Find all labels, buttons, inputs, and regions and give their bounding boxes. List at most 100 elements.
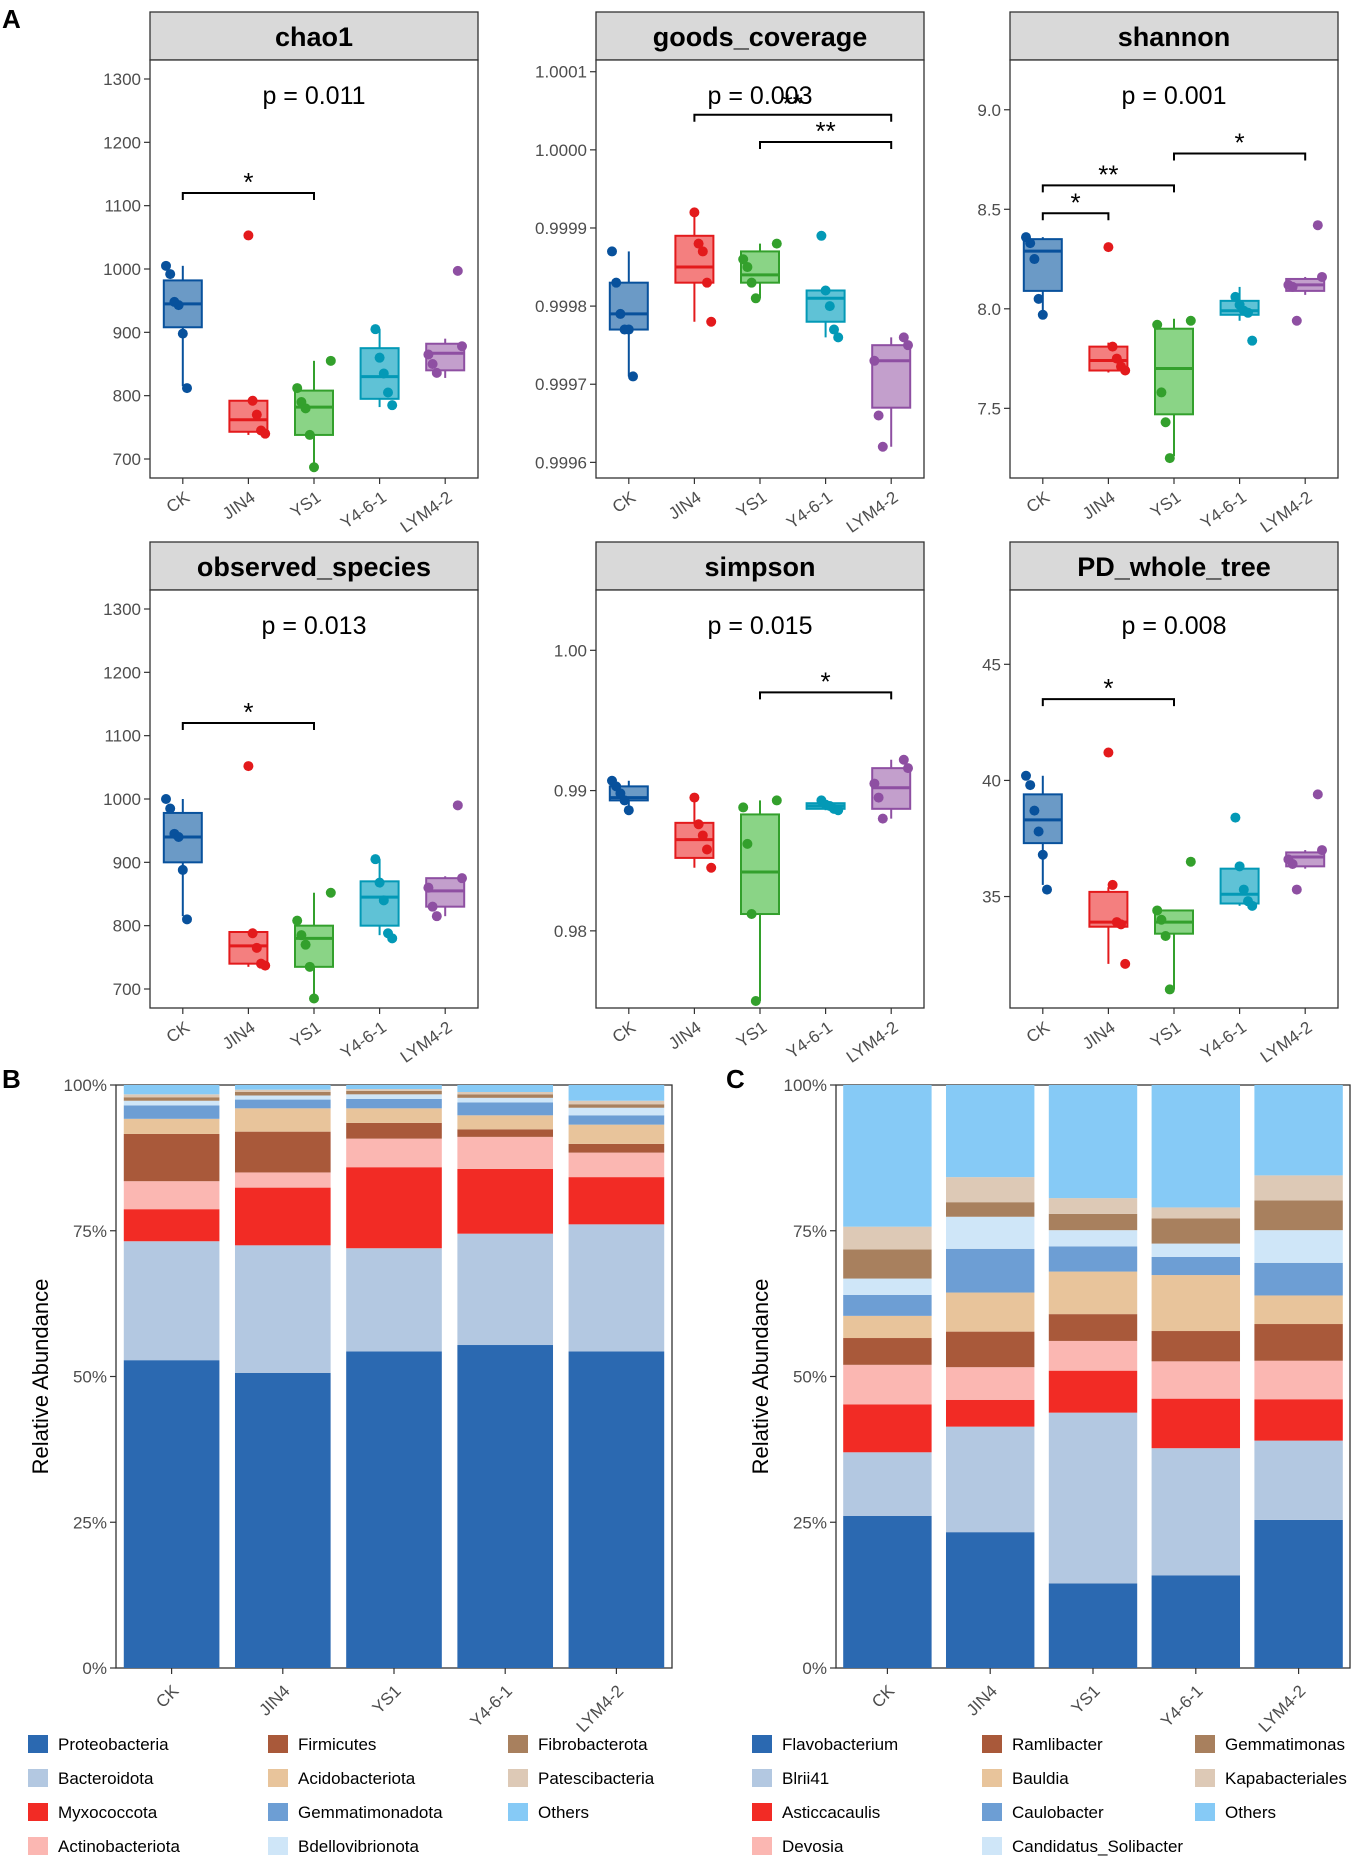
bar-segment-others: [457, 1085, 554, 1092]
data-point: [1037, 849, 1048, 860]
box-ys1: [292, 355, 336, 473]
data-point: [877, 813, 888, 824]
y-tick-label: 100%: [64, 1076, 107, 1095]
data-point: [771, 795, 782, 806]
bar-segment-proteobacteria: [123, 1360, 220, 1668]
data-point: [750, 293, 761, 304]
data-point: [869, 778, 880, 789]
bar-segment-bauldia: [1254, 1295, 1343, 1325]
data-point: [689, 207, 700, 218]
data-point: [738, 802, 749, 813]
box-y4-6-1: [359, 324, 400, 411]
data-point: [742, 262, 753, 273]
data-point: [1120, 958, 1131, 969]
data-point: [247, 928, 258, 939]
legend-swatch: [268, 1803, 288, 1821]
significance-bracket: **: [1041, 159, 1175, 193]
strip-background: [149, 11, 479, 61]
legend-label: Patescibacteria: [538, 1769, 655, 1788]
data-point: [427, 901, 438, 912]
data-point: [628, 371, 638, 382]
bar-segment-others: [1254, 1085, 1343, 1176]
y-tick-label: 45: [982, 655, 1001, 674]
bar-segment-patescibacteria: [457, 1091, 554, 1095]
y-tick-label: 1.0001: [535, 63, 587, 82]
significance-bracket: *: [759, 666, 893, 700]
panel-label-b: B: [2, 1064, 21, 1094]
panel-title: chao1: [275, 22, 353, 52]
bar-segment-myxococcota: [568, 1177, 665, 1225]
bar-segment-gemmatimonas: [1254, 1200, 1343, 1231]
y-tick-label: 75%: [73, 1222, 107, 1241]
data-point: [251, 409, 262, 420]
legend-label: Gemmatimonas: [1225, 1735, 1345, 1754]
data-point: [247, 395, 258, 406]
data-point: [1021, 770, 1031, 781]
legend-genus: Flavobacterium Ramlibacter Gemmatimonas Blr…: [752, 1735, 1347, 1856]
data-point: [877, 441, 888, 452]
data-point: [374, 352, 385, 363]
bar-segment-bacteroidota: [234, 1245, 331, 1374]
data-point: [383, 387, 393, 398]
data-point: [292, 915, 303, 926]
y-tick-label: 7.5: [977, 399, 1001, 418]
data-point: [1156, 387, 1167, 398]
box-lym4-2: [1283, 220, 1327, 326]
data-point: [325, 887, 336, 898]
y-tick-label: 0%: [802, 1659, 827, 1678]
data-point: [243, 230, 254, 241]
legend-swatch: [982, 1803, 1002, 1821]
y-tick-label: 75%: [793, 1222, 827, 1241]
box-ck: [161, 260, 203, 394]
data-point: [903, 340, 913, 351]
box-y4-6-1: [359, 854, 400, 944]
box-body: [359, 880, 400, 927]
bar-segment-candidatus-solibacter: [1254, 1230, 1343, 1263]
y-tick-label: 1300: [103, 70, 141, 89]
data-point: [873, 410, 884, 421]
data-point: [1164, 453, 1175, 464]
bar-segment-devosia: [843, 1364, 932, 1405]
bar-segment-flavobacterium: [1254, 1519, 1343, 1668]
legend-item-asticcacaulis: Asticcacaulis: [752, 1803, 880, 1822]
data-point: [1042, 884, 1052, 895]
data-point: [165, 803, 176, 814]
legend-swatch: [752, 1837, 772, 1855]
data-point: [1029, 805, 1040, 816]
bar-jin4: [945, 1085, 1035, 1668]
legend-item-caulobacter: Caulobacter: [982, 1803, 1104, 1822]
data-point: [452, 800, 463, 811]
data-point: [427, 359, 438, 369]
y-tick-label: 700: [113, 450, 141, 469]
legend-swatch: [982, 1769, 1002, 1787]
legend-swatch: [1195, 1735, 1215, 1753]
bar-segment-others: [234, 1085, 331, 1090]
data-point: [738, 254, 749, 265]
bar-segment-gemmatimonas: [1048, 1213, 1138, 1231]
bar-segment-others: [945, 1085, 1035, 1178]
data-point: [457, 873, 467, 884]
box-lym4-2: [423, 800, 467, 922]
legend-swatch: [28, 1769, 48, 1787]
box-y4-6-1: [1219, 812, 1260, 911]
bracket-line: [759, 691, 893, 700]
legend-item-bauldia: Bauldia: [982, 1769, 1069, 1788]
legend-label: Firmicutes: [298, 1735, 376, 1754]
bar-segment-caulobacter: [1254, 1262, 1343, 1296]
bar-segment-bdellovibrionota: [457, 1097, 554, 1103]
legend-label: Bauldia: [1012, 1769, 1069, 1788]
data-point: [1317, 845, 1327, 856]
data-point: [702, 844, 712, 855]
legend-label: Kapabacteriales: [1225, 1769, 1347, 1788]
data-point: [689, 792, 700, 803]
box-lym4-2: [869, 754, 913, 824]
box-ck: [1021, 232, 1063, 320]
bar-segment-patescibacteria: [123, 1094, 220, 1098]
bar-segment-gemmatimonadota: [457, 1102, 554, 1116]
data-point: [829, 324, 839, 335]
data-point: [423, 349, 434, 360]
legend-item-fibrobacterota: Fibrobacterota: [508, 1735, 648, 1754]
bar-segment-others: [1048, 1085, 1138, 1199]
bar-segment-flavobacterium: [1048, 1583, 1138, 1668]
bar-segment-gemmatimonas: [945, 1202, 1035, 1217]
